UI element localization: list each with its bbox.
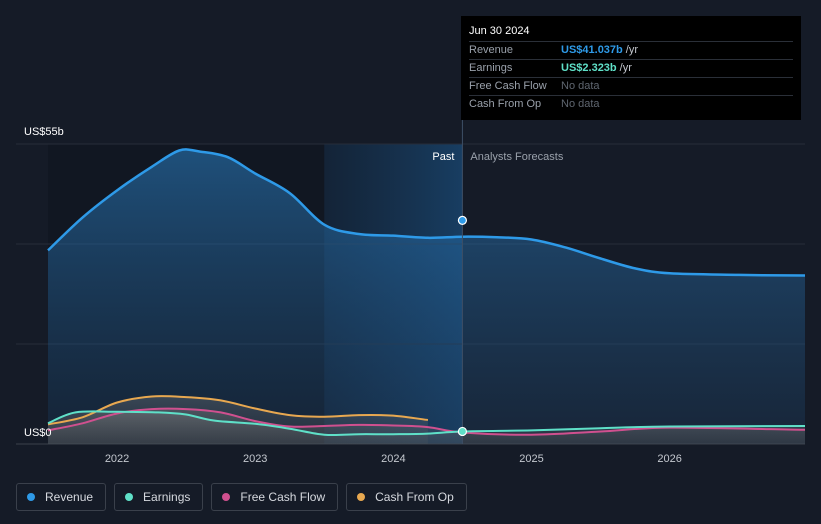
- cash-from-op-line: [47, 395, 429, 426]
- legend-free-cash-flow[interactable]: Free Cash Flow: [211, 483, 339, 511]
- tooltip-label: Earnings: [469, 62, 513, 74]
- tooltip-value: US$2.323b: [561, 62, 617, 74]
- cash-from-op-area: [48, 396, 428, 444]
- free-cash-flow-line: [47, 407, 806, 436]
- tooltip-row-revenue: Revenue US$41.037b /yr: [469, 41, 793, 59]
- x-tick-label: 2022: [105, 453, 129, 465]
- tooltip-date: Jun 30 2024: [469, 25, 530, 37]
- legend-label: Revenue: [45, 490, 94, 504]
- past-label: Past: [432, 151, 454, 163]
- revenue-dot-icon: [27, 493, 35, 501]
- tooltip-row-free-cash-flow: Free Cash Flow No data: [469, 77, 793, 95]
- tooltip-unit: /yr: [619, 62, 632, 74]
- tooltip-value: US$41.037b: [561, 44, 623, 56]
- legend-label: Earnings: [143, 490, 191, 504]
- earnings-marker: [457, 426, 468, 437]
- earnings-dot-icon: [125, 493, 134, 501]
- legend-cash-from-op[interactable]: Cash From Op: [346, 483, 467, 511]
- revenue-line: [47, 148, 806, 277]
- chart-legend: Revenue Earnings Free Cash Flow Cash Fro…: [16, 483, 467, 511]
- forecast-label: Analysts Forecasts: [470, 151, 563, 163]
- legend-earnings[interactable]: Earnings: [114, 483, 204, 511]
- tooltip-value: No data: [561, 80, 600, 92]
- revenue-marker: [457, 215, 468, 225]
- tooltip-unit: /yr: [625, 44, 638, 56]
- legend-revenue[interactable]: Revenue: [16, 483, 107, 511]
- x-tick-label: 2024: [381, 453, 405, 465]
- tooltip-panel: Jun 30 2024 Revenue US$41.037b /yr Earni…: [461, 16, 801, 120]
- tooltip-value: No data: [561, 98, 600, 110]
- tooltip-row-earnings: Earnings US$2.323b /yr: [469, 59, 793, 77]
- y-tick-top: US$55b: [24, 126, 64, 138]
- legend-label: Cash From Op: [375, 490, 454, 504]
- cash-from-op-dot-icon: [357, 493, 366, 501]
- tooltip-label: Free Cash Flow: [469, 80, 547, 92]
- x-tick-label: 2025: [519, 453, 543, 465]
- free-cash-flow-dot-icon: [222, 493, 231, 501]
- x-tick-label: 2026: [657, 453, 681, 465]
- earnings-line: [47, 410, 806, 437]
- legend-label: Free Cash Flow: [240, 490, 326, 504]
- y-tick-bottom: US$0: [24, 427, 52, 439]
- tooltip-label: Cash From Op: [469, 98, 542, 110]
- tooltip-label: Revenue: [469, 44, 514, 56]
- tooltip-row-cash-from-op: Cash From Op No data: [469, 95, 793, 113]
- x-tick-label: 2023: [243, 453, 267, 465]
- revenue-area: [48, 149, 805, 444]
